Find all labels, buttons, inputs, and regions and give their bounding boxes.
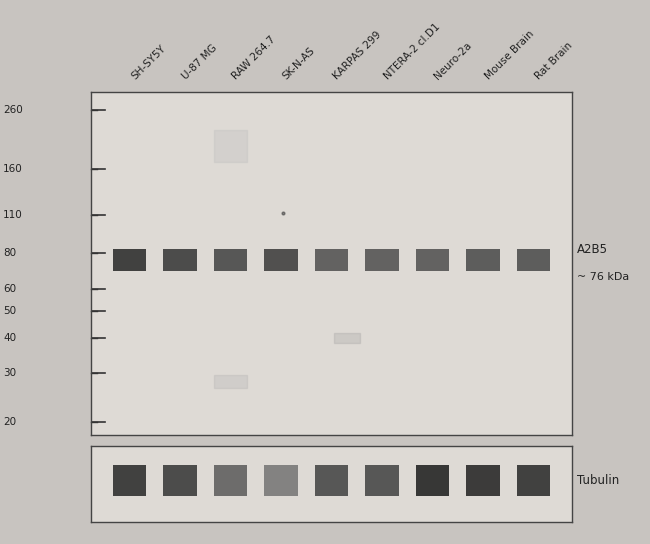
- Text: 30: 30: [3, 368, 16, 378]
- Text: Tubulin: Tubulin: [577, 474, 619, 487]
- Text: Rat Brain: Rat Brain: [534, 40, 575, 82]
- Text: 80: 80: [3, 249, 16, 258]
- Text: 20: 20: [3, 417, 16, 428]
- Text: 160: 160: [3, 164, 23, 174]
- Text: SH-SY5Y: SH-SY5Y: [129, 44, 168, 82]
- Text: Mouse Brain: Mouse Brain: [483, 29, 536, 82]
- Text: RAW 264.7: RAW 264.7: [231, 34, 278, 82]
- Text: 40: 40: [3, 333, 16, 343]
- Text: 260: 260: [3, 105, 23, 115]
- Text: KARPAS 299: KARPAS 299: [332, 30, 384, 82]
- Text: A2B5: A2B5: [577, 243, 608, 256]
- Text: U-87 MG: U-87 MG: [180, 43, 218, 82]
- Text: SK-N-AS: SK-N-AS: [281, 46, 317, 82]
- Text: NTERA-2 cl.D1: NTERA-2 cl.D1: [382, 22, 442, 82]
- Text: 60: 60: [3, 283, 16, 294]
- Text: Neuro-2a: Neuro-2a: [432, 40, 474, 82]
- Text: 50: 50: [3, 306, 16, 316]
- Text: 110: 110: [3, 209, 23, 220]
- Text: ~ 76 kDa: ~ 76 kDa: [577, 272, 629, 282]
